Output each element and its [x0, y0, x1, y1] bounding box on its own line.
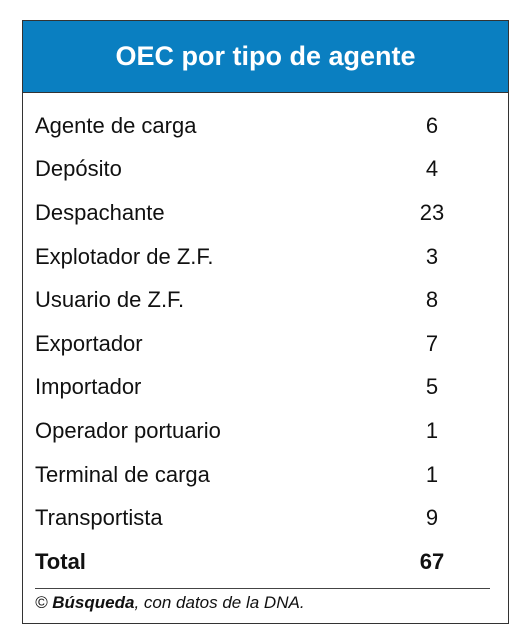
row-label: Operador portuario [35, 417, 221, 443]
row-label: Transportista [35, 505, 163, 531]
header: OEC por tipo de agente [23, 21, 508, 93]
row-value: 67 [419, 548, 445, 574]
row-value: 5 [425, 374, 439, 400]
table-row: Terminal de carga 1 [35, 453, 496, 497]
copyright: © [35, 593, 48, 612]
row-label: Explotador de Z.F. [35, 243, 214, 269]
table-row: Depósito 4 [35, 148, 496, 192]
table-row: Exportador 7 [35, 322, 496, 366]
table-row: Transportista 9 [35, 496, 496, 540]
row-label: Terminal de carga [35, 461, 210, 487]
table-row: Despachante 23 [35, 191, 496, 235]
row-value: 3 [425, 243, 439, 269]
row-value: 7 [425, 330, 439, 356]
row-label: Despachante [35, 199, 165, 225]
table-row: Agente de carga 6 [35, 104, 496, 148]
row-label: Importador [35, 374, 142, 400]
source-note: , con datos de la DNA. [134, 593, 305, 612]
title: OEC por tipo de agente [115, 41, 416, 71]
table-body: Agente de carga 6 Depósito 4 Despachante 23 Ex… [35, 104, 496, 584]
row-label: Agente de carga [35, 112, 197, 138]
row-label: Usuario de Z.F. [35, 287, 185, 313]
table-row: Operador portuario 1 [35, 409, 496, 453]
table-row: Total 67 [35, 540, 496, 584]
row-label: Exportador [35, 330, 143, 356]
row-value: 1 [425, 417, 439, 443]
row-label: Total [35, 548, 86, 574]
table-card: OEC por tipo de agente Agente de carga 6 D… [22, 20, 509, 624]
row-label: Depósito [35, 156, 122, 182]
row-value: 23 [419, 199, 445, 225]
row-value: 4 [425, 156, 439, 182]
row-value: 1 [425, 461, 439, 487]
table-row: Importador 5 [35, 366, 496, 410]
row-value: 9 [425, 505, 439, 531]
table-row: Explotador de Z.F. 3 [35, 235, 496, 279]
source: Búsqueda [52, 593, 135, 612]
divider [35, 588, 490, 589]
row-value: 6 [425, 112, 439, 138]
footer: © Búsqueda, con datos de la DNA. [35, 593, 305, 613]
row-value: 8 [425, 287, 439, 313]
table-row: Usuario de Z.F. 8 [35, 278, 496, 322]
